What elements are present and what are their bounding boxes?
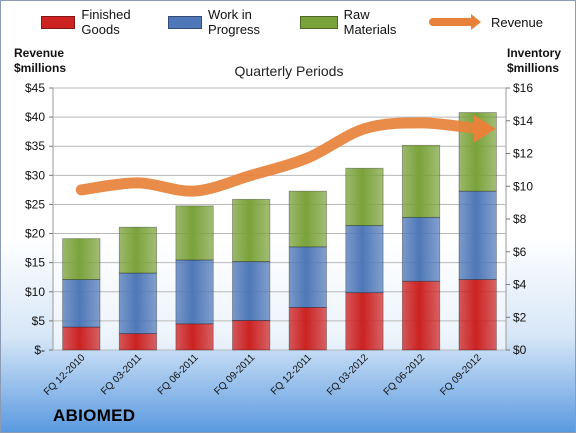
bar-finished-goods bbox=[458, 279, 497, 351]
revenue-line bbox=[75, 117, 484, 197]
category-label: FQ 12-2011 bbox=[269, 352, 314, 397]
bar-finished-goods bbox=[232, 320, 271, 351]
left-tick-label: $30 bbox=[25, 168, 45, 182]
left-tick-label: $20 bbox=[25, 227, 45, 241]
bar-work-in-progress bbox=[175, 259, 214, 325]
right-tick-label: $2 bbox=[513, 310, 527, 324]
right-axis-title: Inventory $millions bbox=[507, 46, 561, 76]
right-tick-label: $4 bbox=[513, 278, 527, 292]
bar-work-in-progress bbox=[345, 225, 384, 294]
left-axis-title-line1: Revenue bbox=[14, 46, 65, 60]
bar-finished-goods bbox=[345, 292, 384, 351]
right-axis-title-line2: $millions bbox=[506, 61, 559, 75]
left-tick-label: $45 bbox=[25, 81, 45, 95]
category-label: FQ 06-2011 bbox=[156, 352, 201, 397]
category-label: FQ 03-2012 bbox=[325, 352, 371, 398]
legend-swatch bbox=[167, 15, 203, 29]
bar-finished-goods bbox=[175, 323, 214, 351]
legend-swatch bbox=[428, 14, 481, 30]
bar-raw-materials bbox=[232, 198, 271, 262]
left-tick-label: $5 bbox=[32, 314, 46, 328]
right-tick-label: $14 bbox=[513, 114, 533, 128]
bar-raw-materials bbox=[175, 205, 214, 261]
legend-swatch bbox=[300, 15, 338, 29]
bar-work-in-progress bbox=[62, 279, 101, 328]
bar-finished-goods bbox=[118, 333, 158, 351]
category-label: FQ 06-2012 bbox=[382, 352, 428, 398]
legend-item: Finished Goods bbox=[41, 7, 146, 37]
right-tick-label: $8 bbox=[513, 212, 527, 226]
legend-label: Revenue bbox=[490, 14, 543, 30]
left-tick-label: $25 bbox=[25, 197, 45, 211]
left-tick-label: $15 bbox=[25, 256, 45, 270]
right-tick-label: $16 bbox=[513, 81, 533, 95]
bar-raw-materials bbox=[288, 190, 327, 248]
bar-finished-goods bbox=[401, 280, 441, 351]
bar-raw-materials bbox=[345, 167, 384, 226]
bar-raw-materials bbox=[118, 226, 158, 274]
left-tick-label: $35 bbox=[25, 139, 45, 153]
right-tick-label: $6 bbox=[513, 245, 527, 259]
legend-label: Raw Materials bbox=[343, 7, 397, 37]
left-axis-title: Revenue $millions bbox=[14, 46, 66, 76]
chart-legend: Finished Goods Work in Progress Raw Materi… bbox=[41, 7, 565, 37]
legend-label: Work in Progress bbox=[208, 7, 261, 37]
right-tick-label: $12 bbox=[513, 147, 533, 161]
chart-title: Quarterly Periods bbox=[234, 63, 344, 79]
left-tick-label: $10 bbox=[25, 285, 45, 299]
legend-label: Finished Goods bbox=[81, 7, 131, 37]
left-tick-label: $40 bbox=[25, 110, 45, 124]
bar-finished-goods bbox=[62, 326, 101, 351]
legend-item: Raw Materials bbox=[300, 7, 407, 37]
revenue-arrowhead bbox=[473, 114, 496, 143]
bar-work-in-progress bbox=[458, 190, 497, 280]
legend-item: Work in Progress bbox=[167, 7, 279, 37]
category-label: FQ 12-2010 bbox=[42, 352, 88, 398]
legend-item: Revenue bbox=[428, 14, 543, 30]
bar-work-in-progress bbox=[288, 246, 327, 308]
left-tick-label: $- bbox=[34, 343, 45, 357]
legend-swatch bbox=[41, 15, 76, 29]
right-axis-title-line1: Inventory bbox=[506, 46, 561, 60]
right-tick-label: $10 bbox=[513, 179, 533, 193]
bar-work-in-progress bbox=[232, 261, 271, 321]
left-axis-title-line2: $millions bbox=[14, 61, 67, 75]
bar-raw-materials bbox=[62, 238, 101, 280]
bar-work-in-progress bbox=[118, 272, 158, 335]
category-label: FQ 03-2011 bbox=[99, 352, 144, 397]
category-label: FQ 09-2011 bbox=[212, 352, 257, 397]
right-tick-label: $0 bbox=[513, 343, 527, 357]
bar-raw-materials bbox=[401, 144, 441, 218]
category-label: FQ 09-2012 bbox=[438, 352, 484, 398]
bar-finished-goods bbox=[288, 307, 327, 351]
company-name: ABIOMED bbox=[53, 406, 136, 425]
bar-work-in-progress bbox=[401, 216, 441, 282]
